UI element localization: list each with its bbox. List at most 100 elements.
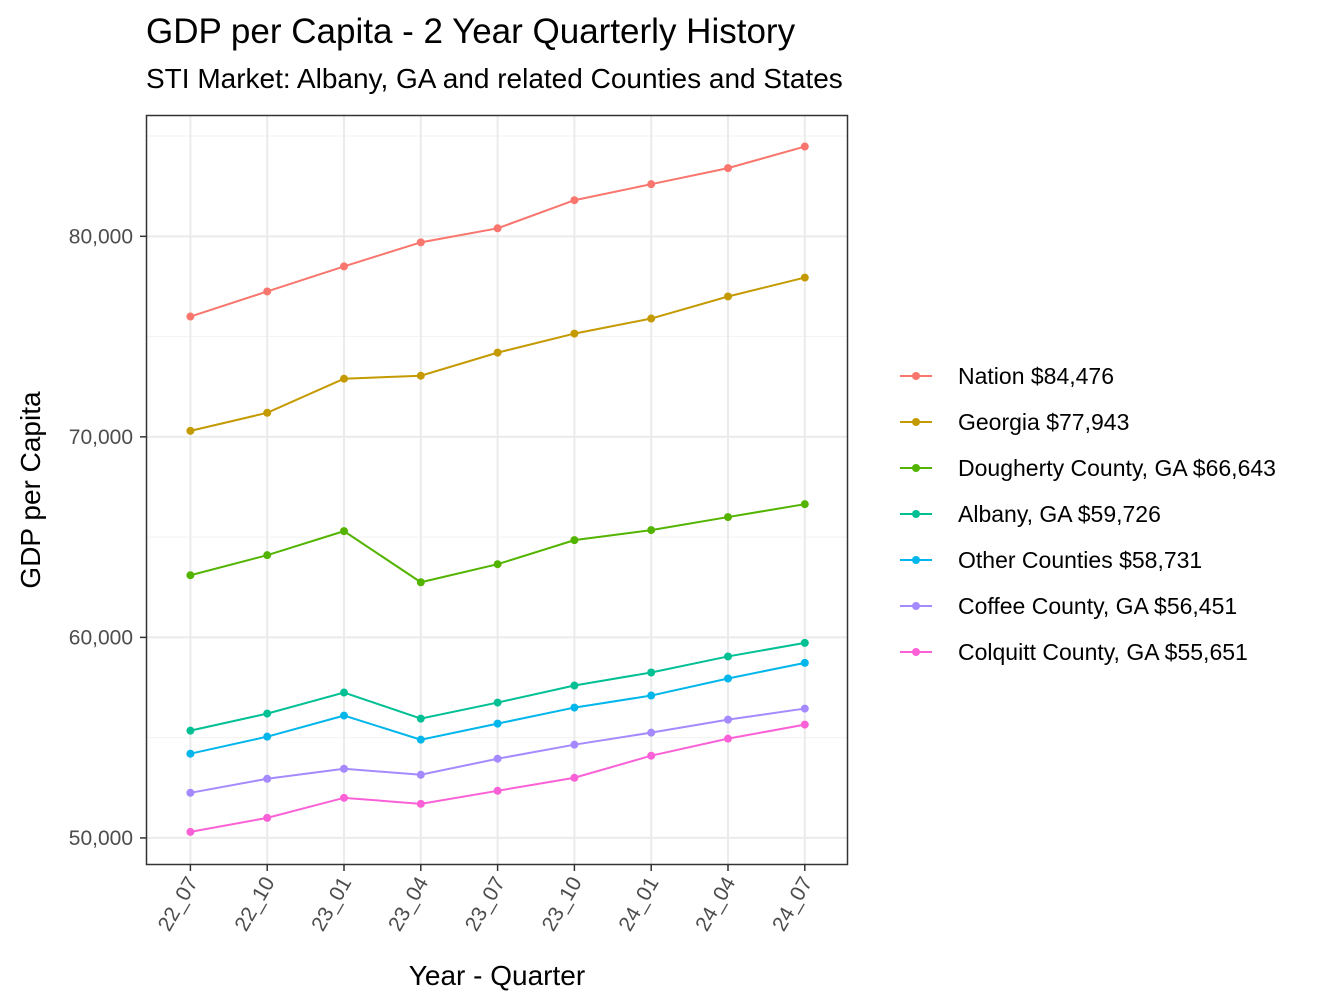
data-point (570, 329, 579, 338)
x-tick-label: 24_01 (614, 873, 663, 935)
x-tick-label: 22_10 (230, 873, 279, 935)
data-point (340, 764, 348, 773)
legend-label: Albany, GA $59,726 (958, 500, 1161, 527)
data-point (493, 560, 502, 569)
series-nation (186, 142, 809, 321)
x-tick-label: 23_07 (461, 873, 510, 935)
data-point (724, 292, 732, 301)
data-point (647, 691, 656, 700)
data-point (340, 527, 348, 536)
legend-key (896, 583, 936, 629)
data-point (263, 287, 272, 296)
data-point (570, 196, 579, 205)
legend-item: Other Counties $58,731 (896, 537, 1276, 583)
x-tick-label: 23_10 (538, 873, 587, 935)
data-point (647, 668, 656, 677)
data-point (416, 371, 425, 380)
legend-item: Nation $84,476 (896, 353, 1276, 399)
data-point (800, 273, 809, 282)
data-point (647, 314, 656, 323)
legend-key (896, 445, 936, 491)
legend-label: Other Counties $58,731 (958, 546, 1203, 573)
legend-label: Dougherty County, GA $66,643 (958, 454, 1276, 481)
data-point (263, 709, 272, 718)
data-point (800, 142, 809, 151)
data-point (493, 348, 502, 357)
data-point (493, 719, 502, 728)
data-point (186, 788, 195, 797)
data-point (186, 827, 195, 836)
data-point (186, 312, 195, 321)
data-point (493, 786, 502, 795)
data-point (493, 754, 502, 763)
data-point (186, 726, 195, 735)
y-axis-title: GDP per Capita (15, 391, 46, 589)
data-point (416, 578, 425, 587)
legend-label: Colquitt County, GA $55,651 (958, 638, 1248, 665)
legend-key (896, 399, 936, 445)
data-point (800, 500, 809, 509)
chart-subtitle: STI Market: Albany, GA and related Count… (146, 63, 843, 94)
data-point (186, 571, 195, 580)
data-point (800, 720, 809, 729)
series-albany (186, 638, 809, 735)
data-point (724, 164, 732, 173)
legend-label: Coffee County, GA $56,451 (958, 592, 1238, 619)
legend-key (896, 491, 936, 537)
chart-title: GDP per Capita - 2 Year Quarterly Histor… (146, 12, 796, 51)
legend-key (896, 629, 936, 675)
data-point (340, 793, 348, 802)
data-point (647, 526, 656, 535)
y-tick-label: 60,000 (69, 626, 133, 649)
data-point (263, 408, 272, 417)
series-layer (186, 142, 809, 836)
series-colquitt (186, 720, 809, 836)
series-dougherty (186, 500, 809, 587)
series-other (186, 658, 809, 758)
data-point (416, 238, 425, 247)
data-point (570, 703, 579, 712)
x-tick-label: 24_04 (691, 873, 740, 935)
y-axis: 50,000 60,000 70,000 80,000 (69, 225, 147, 850)
y-tick-label: 70,000 (69, 426, 133, 449)
x-axis: 22_07 22_10 23_01 23_04 23_07 23_10 24_01 24_04… (154, 864, 817, 935)
data-point (340, 262, 348, 271)
data-point (493, 224, 502, 233)
data-point (570, 536, 579, 545)
series-georgia (186, 273, 809, 435)
data-point (263, 732, 272, 741)
legend-label: Georgia $77,943 (958, 408, 1130, 435)
legend-key (896, 537, 936, 583)
data-point (724, 652, 732, 661)
data-point (186, 749, 195, 758)
data-point (570, 740, 579, 749)
data-point (800, 658, 809, 667)
x-tick-label: 24_07 (768, 873, 817, 935)
data-point (263, 551, 272, 560)
legend-key (896, 353, 936, 399)
data-point (416, 735, 425, 744)
data-point (570, 681, 579, 690)
data-point (724, 674, 732, 683)
data-point (570, 773, 579, 782)
data-point (263, 774, 272, 783)
data-point (647, 728, 656, 737)
legend-item: Albany, GA $59,726 (896, 491, 1276, 537)
x-axis-title: Year - Quarter (409, 960, 585, 991)
data-point (800, 704, 809, 713)
x-tick-label: 23_04 (384, 873, 433, 935)
data-point (493, 698, 502, 707)
data-point (416, 714, 425, 723)
data-point (724, 734, 732, 743)
data-point (800, 638, 809, 647)
y-tick-label: 80,000 (69, 225, 133, 248)
data-point (724, 513, 732, 522)
y-tick-label: 50,000 (69, 827, 133, 850)
data-point (340, 374, 348, 383)
legend: Nation $84,476 Georgia $77,943 Dougherty C… (896, 353, 1276, 675)
data-point (340, 711, 348, 720)
legend-item: Colquitt County, GA $55,651 (896, 629, 1276, 675)
data-point (416, 799, 425, 808)
legend-item: Dougherty County, GA $66,643 (896, 445, 1276, 491)
